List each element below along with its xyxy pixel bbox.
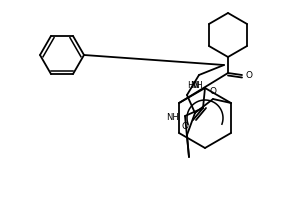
Text: O: O — [182, 122, 189, 131]
Text: HN: HN — [187, 82, 200, 90]
Text: NH: NH — [190, 81, 203, 90]
Text: O: O — [209, 87, 217, 96]
Text: O: O — [246, 72, 253, 80]
Text: NH: NH — [166, 114, 179, 122]
